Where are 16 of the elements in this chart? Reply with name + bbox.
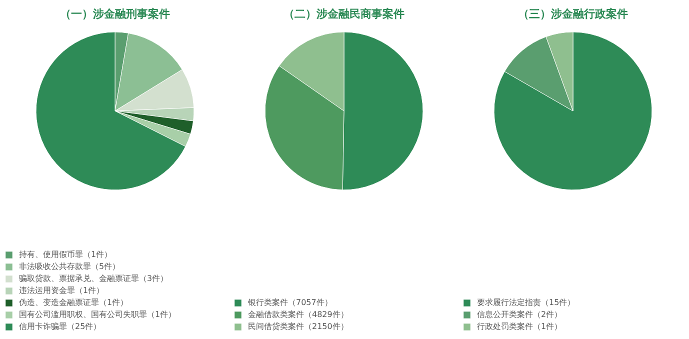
legend-label: 持有、使用假币罪（1件）: [19, 249, 112, 260]
legend-label: 伪造、变造金融票证罪（1件）: [19, 297, 128, 308]
chart-title: （三）涉金融行政案件: [518, 8, 628, 20]
legend-label: 银行类案件（7057件）: [248, 297, 332, 308]
legend-label: 要求履行法定指责（15件）: [477, 297, 576, 308]
legend-label: 金融借款类案件（4829件）: [248, 309, 348, 320]
chart-title: （二）涉金融民商事案件: [284, 8, 404, 20]
legend-label: 非法吸收公共存款罪（5件）: [19, 261, 120, 272]
legend-label: 民间借贷类案件（2150件）: [248, 321, 348, 332]
legend-label: 骗取贷款、票据承兑、金融票证罪（3件）: [19, 273, 168, 284]
legend-label: 行政处罚类案件（1件）: [477, 321, 562, 332]
legend-label: 国有公司滥用职权、国有公司失职罪（1件）: [19, 309, 176, 320]
legend-label: 信息公开类案件（2件）: [477, 309, 562, 320]
chart-title: （一）涉金融刑事案件: [60, 8, 170, 20]
legend-label: 违法运用资金罪（1件）: [19, 285, 104, 296]
legend-label: 信用卡诈骗罪（25件）: [19, 321, 102, 332]
